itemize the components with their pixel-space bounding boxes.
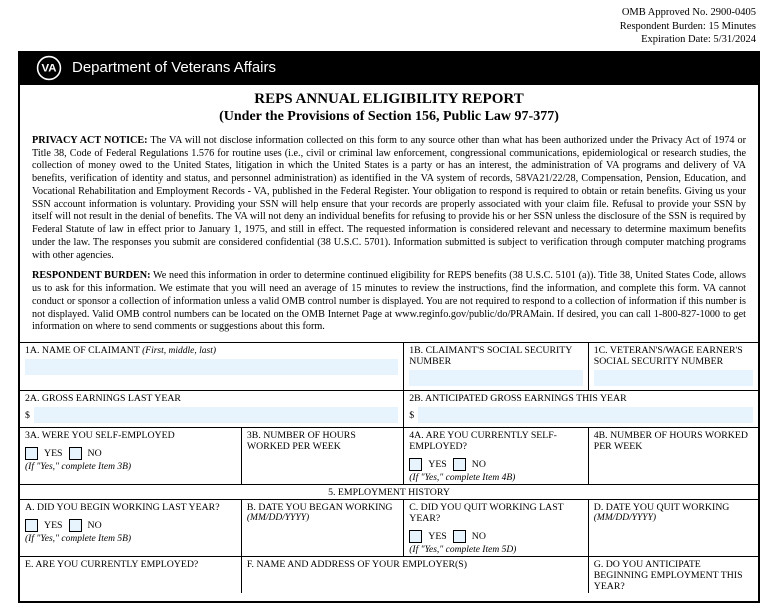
privacy-heading: PRIVACY ACT NOTICE:: [32, 135, 148, 146]
respondent-burden-line: Respondent Burden: 15 Minutes: [0, 20, 756, 34]
label-3a: 3A. WERE YOU SELF-EMPLOYED: [25, 430, 236, 441]
label-3b: 3B. NUMBER OF HOURS WORKED PER WEEK: [247, 430, 398, 452]
label-2a: 2A. GROSS EARNINGS LAST YEAR: [25, 393, 398, 404]
cell-5e: E. ARE YOU CURRENTLY EMPLOYED?: [20, 557, 241, 594]
cell-5a: A. DID YOU BEGIN WORKING LAST YEAR? YES …: [20, 500, 241, 557]
label-3a-no: NO: [88, 448, 102, 459]
va-logo-icon: VA: [36, 55, 62, 81]
cell-1c: 1C. VETERAN'S/WAGE EARNER'S SOCIAL SECUR…: [588, 343, 758, 391]
department-title: Department of Veterans Affairs: [72, 59, 276, 76]
cell-1b: 1B. CLAIMANT'S SOCIAL SECURITY NUMBER: [404, 343, 589, 391]
input-veteran-ssn[interactable]: [594, 370, 753, 386]
cell-5f: F. NAME AND ADDRESS OF YOUR EMPLOYER(S): [241, 557, 588, 594]
svg-text:VA: VA: [41, 63, 56, 75]
label-5d: D. DATE YOU QUIT WORKING: [594, 502, 753, 513]
hint-1a: (First, middle, last): [142, 346, 216, 356]
hint-5b: (MM/DD/YYYY): [247, 513, 398, 523]
checkbox-4a-yes[interactable]: [409, 458, 422, 471]
expiration-date: Expiration Date: 5/31/2024: [0, 33, 756, 47]
cell-5d: D. DATE YOU QUIT WORKING (MM/DD/YYYY): [588, 500, 758, 557]
dollar-sign-2a: $: [25, 410, 30, 421]
privacy-act-notice: PRIVACY ACT NOTICE: The VA will not disc…: [20, 131, 758, 267]
checkbox-5c-yes[interactable]: [409, 530, 422, 543]
input-gross-earnings-last[interactable]: [34, 407, 398, 423]
omb-meta-block: OMB Approved No. 2900-0405 Respondent Bu…: [0, 0, 778, 49]
respondent-heading: RESPONDENT BURDEN:: [32, 270, 151, 281]
label-5g: G. DO YOU ANTICIPATE BEGINNING EMPLOYMEN…: [594, 559, 753, 592]
cell-5c: C. DID YOU QUIT WORKING LAST YEAR? YES N…: [404, 500, 589, 557]
label-5a-no: NO: [88, 520, 102, 531]
respondent-burden-notice: RESPONDENT BURDEN: We need this informat…: [20, 266, 758, 338]
checkbox-3a-yes[interactable]: [25, 447, 38, 460]
form-table: 1A. NAME OF CLAIMANT (First, middle, las…: [20, 342, 758, 593]
cell-4a: 4A. ARE YOU CURRENTLY SELF-EMPLOYED? YES…: [404, 428, 589, 485]
help-3a: (If "Yes," complete Item 3B): [25, 462, 236, 472]
label-2b: 2B. ANTICIPATED GROSS EARNINGS THIS YEAR: [409, 393, 753, 404]
label-5c-yes: YES: [428, 531, 447, 542]
label-1c: 1C. VETERAN'S/WAGE EARNER'S SOCIAL SECUR…: [594, 345, 753, 367]
input-claimant-name[interactable]: [25, 359, 398, 375]
dollar-sign-2b: $: [409, 410, 414, 421]
checkbox-4a-no[interactable]: [453, 458, 466, 471]
label-5a: A. DID YOU BEGIN WORKING LAST YEAR?: [25, 502, 236, 513]
label-4a: 4A. ARE YOU CURRENTLY SELF-EMPLOYED?: [409, 430, 583, 452]
report-title: REPS ANNUAL ELIGIBILITY REPORT: [20, 85, 758, 109]
checkbox-5c-no[interactable]: [453, 530, 466, 543]
label-3a-yes: YES: [44, 448, 63, 459]
label-1b: 1B. CLAIMANT'S SOCIAL SECURITY NUMBER: [409, 345, 583, 367]
checkbox-5a-yes[interactable]: [25, 519, 38, 532]
label-5c: C. DID YOU QUIT WORKING LAST YEAR?: [409, 502, 583, 524]
checkbox-3a-no[interactable]: [69, 447, 82, 460]
cell-4b: 4B. NUMBER OF HOURS WORKED PER WEEK: [588, 428, 758, 485]
cell-5b: B. DATE YOU BEGAN WORKING (MM/DD/YYYY): [241, 500, 403, 557]
privacy-body: The VA will not disclose information col…: [32, 135, 746, 261]
checkbox-5a-no[interactable]: [69, 519, 82, 532]
label-4a-no: NO: [472, 459, 486, 470]
cell-3a: 3A. WERE YOU SELF-EMPLOYED YES NO (If "Y…: [20, 428, 241, 485]
cell-5g: G. DO YOU ANTICIPATE BEGINNING EMPLOYMEN…: [588, 557, 758, 594]
omb-number: OMB Approved No. 2900-0405: [0, 6, 756, 20]
label-4b: 4B. NUMBER OF HOURS WORKED PER WEEK: [594, 430, 753, 452]
label-5c-no: NO: [472, 531, 486, 542]
label-5b: B. DATE YOU BEGAN WORKING: [247, 502, 398, 513]
cell-2a: 2A. GROSS EARNINGS LAST YEAR $: [20, 391, 404, 428]
header-bar: VA Department of Veterans Affairs: [18, 51, 760, 85]
report-subtitle: (Under the Provisions of Section 156, Pu…: [20, 109, 758, 131]
label-5f: F. NAME AND ADDRESS OF YOUR EMPLOYER(S): [247, 559, 583, 570]
cell-1a: 1A. NAME OF CLAIMANT (First, middle, las…: [20, 343, 404, 391]
help-4a: (If "Yes," complete Item 4B): [409, 473, 583, 483]
hint-5d: (MM/DD/YYYY): [594, 513, 753, 523]
label-1a: 1A. NAME OF CLAIMANT: [25, 345, 142, 356]
input-gross-earnings-this[interactable]: [418, 407, 753, 423]
label-4a-yes: YES: [428, 459, 447, 470]
input-claimant-ssn[interactable]: [409, 370, 583, 386]
form-container: REPS ANNUAL ELIGIBILITY REPORT (Under th…: [18, 85, 760, 603]
help-5c: (If "Yes," complete Item 5D): [409, 545, 583, 555]
section-5-heading: 5. EMPLOYMENT HISTORY: [20, 485, 758, 500]
label-5a-yes: YES: [44, 520, 63, 531]
label-5e: E. ARE YOU CURRENTLY EMPLOYED?: [25, 559, 236, 570]
cell-3b: 3B. NUMBER OF HOURS WORKED PER WEEK: [241, 428, 403, 485]
cell-2b: 2B. ANTICIPATED GROSS EARNINGS THIS YEAR…: [404, 391, 758, 428]
